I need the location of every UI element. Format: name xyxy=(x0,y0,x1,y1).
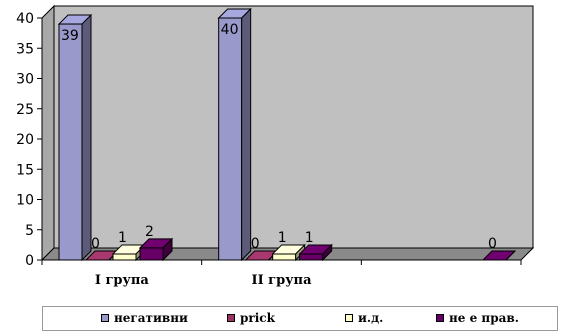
bar xyxy=(298,243,333,262)
legend-swatch xyxy=(436,314,444,322)
bar xyxy=(138,237,174,262)
legend-label: не е прав. xyxy=(449,311,519,325)
bar xyxy=(217,7,252,262)
data-labels: 39 0 1 2 40 0 1 1 0 xyxy=(61,22,497,252)
data-label: 1 xyxy=(305,230,314,246)
bar-front xyxy=(272,253,297,261)
y-tick-label: 5 xyxy=(25,223,34,239)
bar-front xyxy=(218,17,243,261)
legend-swatch xyxy=(345,314,353,322)
plot-area xyxy=(40,4,535,262)
data-label: 1 xyxy=(278,230,287,246)
y-tick-label: 30 xyxy=(16,72,34,88)
legend-label: негативни xyxy=(114,311,188,325)
data-label: 2 xyxy=(145,224,154,240)
y-tick-label: 10 xyxy=(16,193,34,209)
y-tick-label: 0 xyxy=(25,253,34,269)
y-tick-label: 15 xyxy=(16,162,34,178)
bar-front xyxy=(112,253,137,261)
legend-item: и.д. xyxy=(345,311,383,325)
y-tick-label: 20 xyxy=(16,132,34,148)
legend-label: и.д. xyxy=(358,311,384,325)
data-label: 40 xyxy=(221,22,239,38)
back-wall xyxy=(53,5,534,249)
x-category-label: II група xyxy=(251,273,312,288)
y-tick-label: 35 xyxy=(16,41,34,57)
y-tick-label: 40 xyxy=(16,11,34,27)
data-label: 0 xyxy=(251,236,260,252)
y-tick-label: 25 xyxy=(16,102,34,118)
legend-swatch xyxy=(101,314,109,322)
data-label: 1 xyxy=(118,230,127,246)
bar xyxy=(57,13,93,262)
side-wall xyxy=(41,4,55,262)
legend-item: негативни xyxy=(101,311,188,325)
data-label: 0 xyxy=(488,236,497,252)
legend-item: не е прав. xyxy=(436,311,519,325)
x-axis: I група II група xyxy=(41,259,522,288)
bar-side xyxy=(322,243,333,262)
bar-front xyxy=(139,247,164,261)
bar-side xyxy=(241,7,252,262)
legend-item: prick xyxy=(227,311,275,325)
bar-side xyxy=(505,250,516,261)
bar-front xyxy=(58,23,83,261)
bar-front xyxy=(299,253,324,261)
bar-side xyxy=(162,237,173,262)
bar xyxy=(481,250,517,261)
legend: негативни prick и.д. не е прав. xyxy=(42,306,558,331)
data-label: 39 xyxy=(61,28,79,44)
legend-label: prick xyxy=(240,311,275,325)
bars xyxy=(57,7,517,262)
y-axis: 0 5 10 15 20 25 30 35 40 xyxy=(16,11,43,269)
x-category-label: I група xyxy=(95,273,150,288)
data-label: 0 xyxy=(91,236,100,252)
legend-swatch xyxy=(227,314,235,322)
bar-side xyxy=(81,13,92,262)
